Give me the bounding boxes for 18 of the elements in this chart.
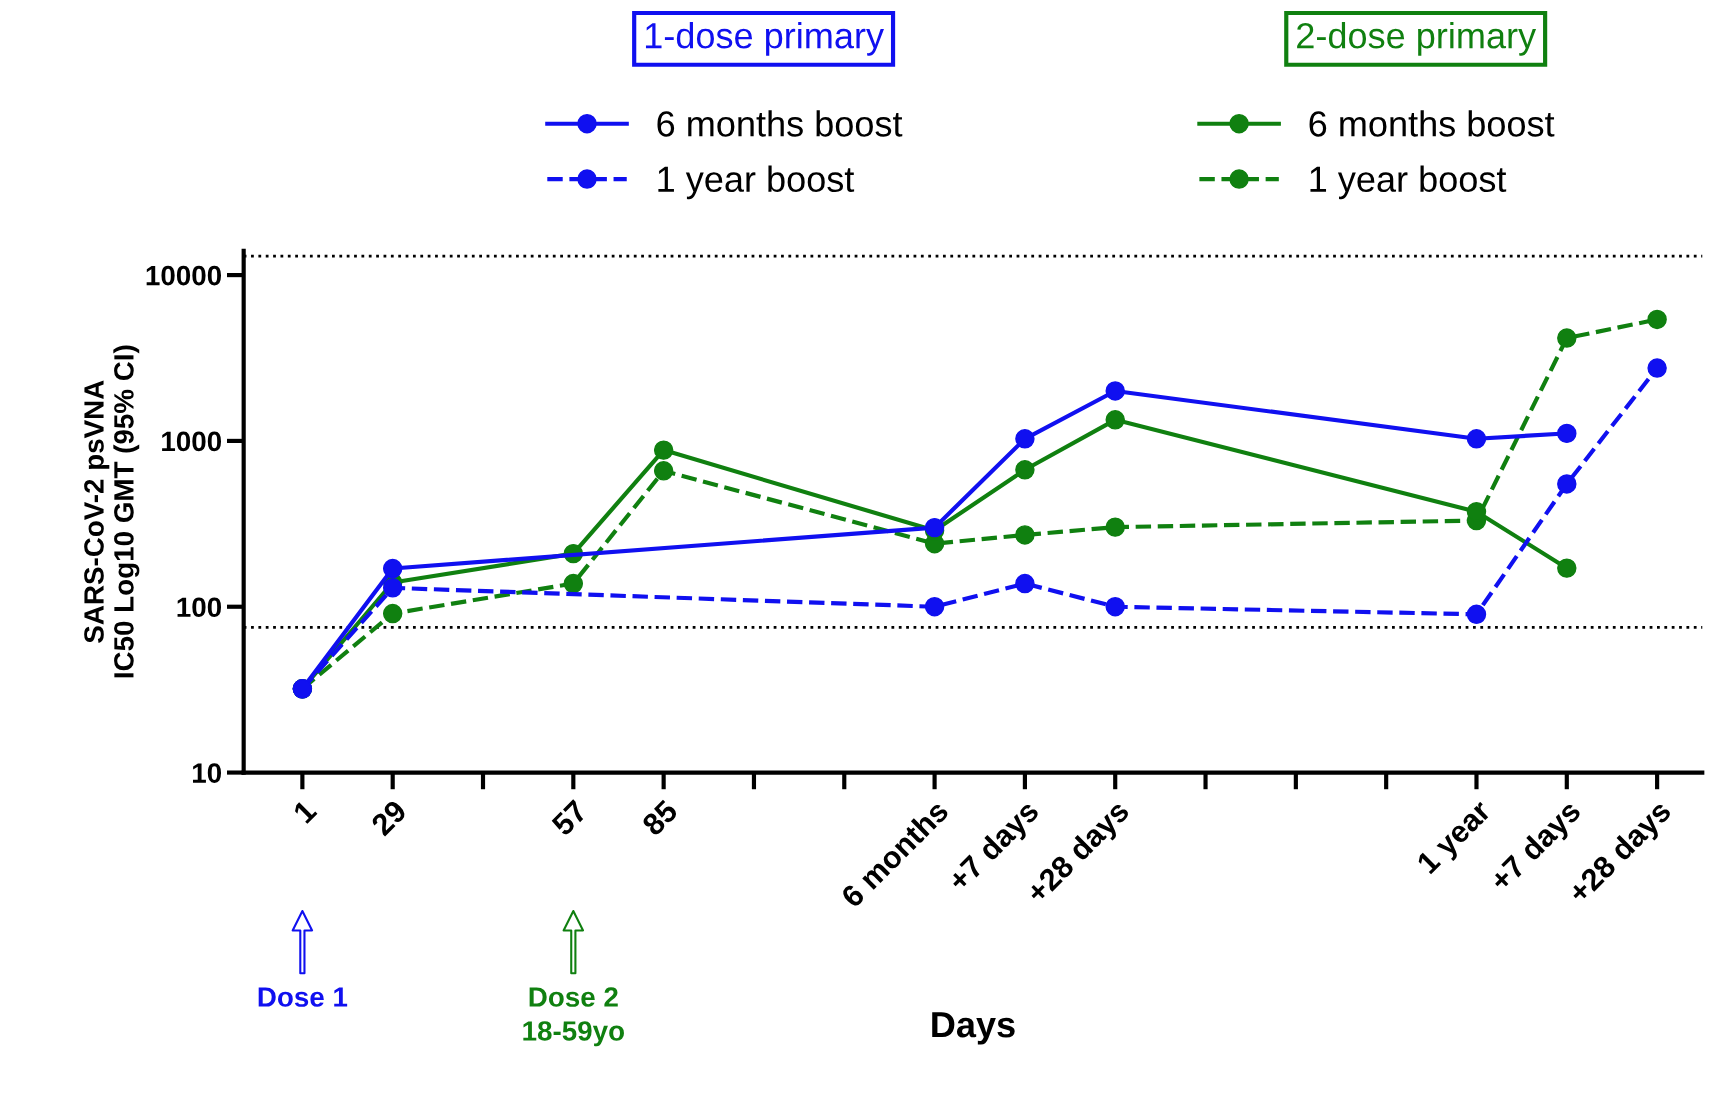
text: 1-dose primary <box>645 22 884 56</box>
text: Dose 1 <box>258 987 348 1007</box>
x-tick-label: 29 <box>369 798 408 837</box>
y-tick-label: 10000 <box>146 265 222 286</box>
x-tick-label: 85 <box>640 798 679 837</box>
legend-label: 6 months boost <box>1309 110 1555 137</box>
legend-label: 6 months boost <box>657 110 903 137</box>
y-tick-label: 100 <box>177 597 222 618</box>
legend-label: 1 year boost <box>1310 165 1507 200</box>
y-tick-label: 1000 <box>162 431 222 452</box>
y-tick-label: 10 <box>193 763 222 783</box>
x-tick-label: 57 <box>550 799 589 837</box>
x-axis-title: Days <box>932 1012 1015 1045</box>
x-tick-label: 1 <box>292 798 318 824</box>
text: Dose 2 18-59yo <box>523 987 624 1047</box>
y-axis-title: SARS-CoV-2 psVNA IC50 Log10 GMT (95% CI) <box>84 345 140 678</box>
text: 2-dose primary <box>1297 22 1537 56</box>
legend-label: 1 year boost <box>658 165 855 200</box>
